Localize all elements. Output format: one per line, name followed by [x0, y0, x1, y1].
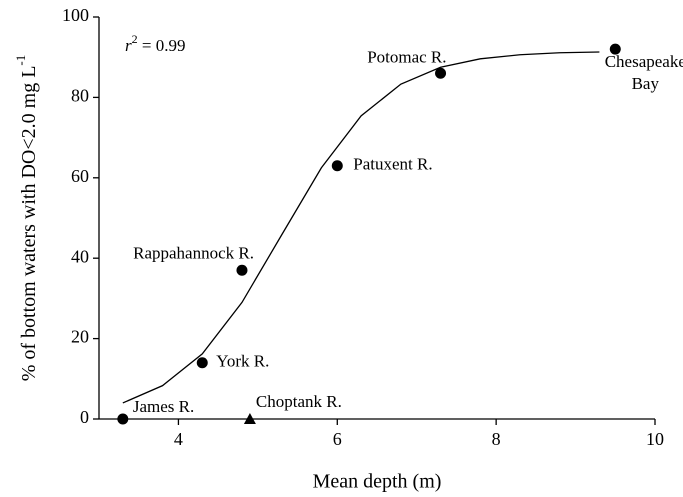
- y-label-text: % of bottom waters with DO<2.0 mg L: [18, 66, 40, 382]
- point-label-line: Choptank R.: [256, 392, 342, 411]
- annotation-sup: 2: [132, 32, 138, 46]
- point-label-line: Bay: [632, 74, 660, 93]
- marker: [609, 43, 621, 55]
- point-label-line: Chesapeake: [605, 52, 683, 71]
- point-label: York R.: [216, 352, 269, 371]
- y-tick-label: 0: [80, 407, 89, 427]
- point-label: Rappahannock R.: [133, 243, 254, 262]
- annotation-rest: = 0.99: [138, 36, 186, 55]
- y-tick-label: 60: [71, 166, 89, 186]
- marker: [435, 67, 447, 79]
- x-tick-label: 10: [646, 429, 664, 449]
- x-tick-label: 6: [333, 429, 342, 449]
- point-label-line: York R.: [216, 352, 269, 371]
- y-tick-label: 80: [71, 86, 89, 106]
- marker: [243, 413, 256, 424]
- marker: [331, 160, 343, 172]
- point-label: Chesapeake Bay: [605, 52, 683, 93]
- point-label: James R.: [133, 397, 194, 416]
- x-axis-label: Mean depth (m): [313, 471, 442, 493]
- point-label: Patuxent R.: [353, 155, 432, 174]
- y-tick-label: 20: [71, 327, 89, 347]
- y-axis-label: % of bottom waters with DO<2.0 mg L-1: [13, 55, 40, 382]
- y-label-sup: -1: [13, 55, 28, 66]
- y-tick-label: 40: [71, 246, 89, 266]
- point-label: Potomac R.: [367, 47, 446, 66]
- x-tick-label: 4: [174, 429, 183, 449]
- marker: [236, 264, 248, 276]
- annotation-base: r: [125, 36, 132, 55]
- x-tick-label: 8: [492, 429, 501, 449]
- marker: [117, 413, 129, 425]
- fit-curve: [122, 51, 600, 404]
- marker: [196, 357, 208, 369]
- point-label-line: Potomac R.: [367, 47, 446, 66]
- point-label-line: Patuxent R.: [353, 155, 432, 174]
- annotation: r2 = 0.99: [125, 32, 185, 55]
- point-label-line: Rappahannock R.: [133, 243, 254, 262]
- point-label-line: James R.: [133, 397, 194, 416]
- y-tick-label: 100: [62, 5, 89, 25]
- point-label: Choptank R.: [256, 392, 342, 411]
